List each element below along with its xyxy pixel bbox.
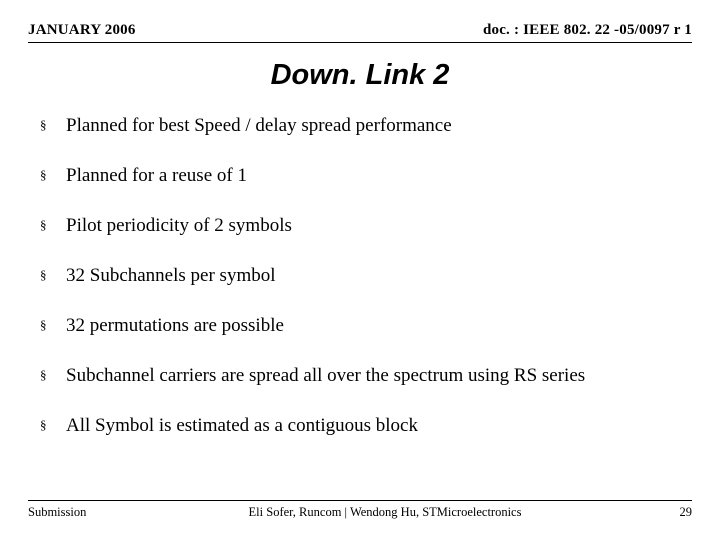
list-item: § Planned for best Speed / delay spread …	[38, 114, 682, 138]
bullet-marker: §	[38, 214, 66, 236]
bullet-text: Pilot periodicity of 2 symbols	[66, 214, 682, 238]
footer-rule	[28, 500, 692, 501]
bullet-marker: §	[38, 364, 66, 386]
header-right: doc. : IEEE 802. 22 -05/0097 r 1	[483, 22, 692, 39]
bullet-marker: §	[38, 314, 66, 336]
list-item: § 32 permutations are possible	[38, 314, 682, 338]
slide-title: Down. Link 2	[28, 59, 692, 92]
bullet-marker: §	[38, 164, 66, 186]
header-left: JANUARY 2006	[28, 22, 136, 39]
footer: Submission Eli Sofer, Runcom | Wendong H…	[28, 500, 692, 520]
list-item: § 32 Subchannels per symbol	[38, 264, 682, 288]
bullet-list: § Planned for best Speed / delay spread …	[28, 114, 692, 438]
top-header: JANUARY 2006 doc. : IEEE 802. 22 -05/009…	[28, 22, 692, 39]
footer-row: Submission Eli Sofer, Runcom | Wendong H…	[28, 505, 692, 520]
list-item: § All Symbol is estimated as a contiguou…	[38, 414, 682, 438]
list-item: § Subchannel carriers are spread all ove…	[38, 364, 682, 388]
bullet-text: All Symbol is estimated as a contiguous …	[66, 414, 682, 438]
footer-left: Submission	[28, 505, 118, 520]
bullet-text: 32 Subchannels per symbol	[66, 264, 682, 288]
bullet-text: Planned for a reuse of 1	[66, 164, 682, 188]
footer-center: Eli Sofer, Runcom | Wendong Hu, STMicroe…	[118, 505, 652, 520]
list-item: § Pilot periodicity of 2 symbols	[38, 214, 682, 238]
header-rule	[28, 42, 692, 43]
footer-page-number: 29	[652, 505, 692, 520]
bullet-marker: §	[38, 114, 66, 136]
bullet-marker: §	[38, 414, 66, 436]
bullet-text: 32 permutations are possible	[66, 314, 682, 338]
slide: JANUARY 2006 doc. : IEEE 802. 22 -05/009…	[0, 0, 720, 540]
bullet-text: Planned for best Speed / delay spread pe…	[66, 114, 682, 138]
list-item: § Planned for a reuse of 1	[38, 164, 682, 188]
bullet-marker: §	[38, 264, 66, 286]
bullet-text: Subchannel carriers are spread all over …	[66, 364, 682, 388]
